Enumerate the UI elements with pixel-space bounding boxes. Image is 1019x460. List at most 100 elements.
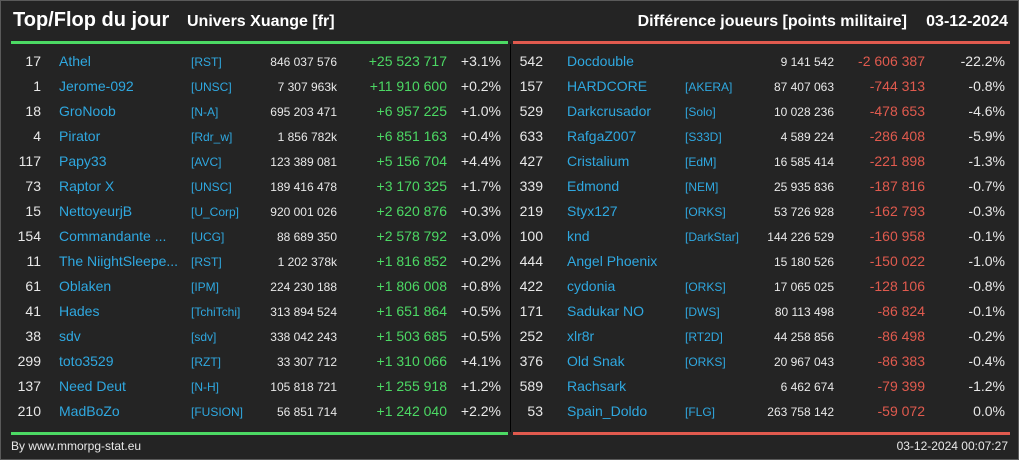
percent-change: 0.0% [973,403,1005,419]
percent-change: -0.3% [968,203,1005,219]
alliance-tag-link[interactable]: [UCG] [191,230,225,244]
alliance-tag-link[interactable]: [ORKS] [685,205,726,219]
player-name-link[interactable]: Angel Phoenix [567,253,658,269]
percent-change: +0.3% [460,203,501,219]
points-difference: -478 653 [869,103,925,119]
player-points: 846 037 576 [270,55,337,69]
points-difference: +1 255 918 [376,378,447,394]
alliance-tag-link[interactable]: [DWS] [685,305,720,319]
percent-change: -0.1% [968,303,1005,319]
player-name-link[interactable]: Docdouble [567,53,634,69]
alliance-tag-link[interactable]: [Solo] [685,105,716,119]
player-points: 10 028 236 [773,105,834,119]
player-name-link[interactable]: Darkcrusador [567,103,652,119]
player-name-link[interactable]: The NiightSleepe... [59,253,179,269]
player-name-link[interactable]: Pirator [59,128,101,144]
table-row: 100 knd [DarkStar] 144 226 529 -160 958 -0.1% [513,224,1010,249]
alliance-tag-link[interactable]: [DarkStar] [685,230,740,244]
player-name-link[interactable]: NettoyeurjB [59,203,133,219]
alliance-tag-link[interactable]: [IPM] [191,280,220,294]
alliance-tag-link[interactable]: [RST] [191,55,222,69]
percent-change: +1.2% [460,378,501,394]
alliance-tag-link[interactable]: [TchiTchi] [191,305,241,319]
player-name-link[interactable]: Old Snak [567,353,625,369]
alliance-tag-link[interactable]: [ORKS] [685,355,726,369]
percent-change: +2.2% [460,403,501,419]
player-points: 88 689 350 [276,230,337,244]
alliance-tag-link[interactable]: [S33D] [685,130,722,144]
points-difference: -86 383 [877,353,925,369]
alliance-tag-link[interactable]: [Rdr_w] [191,130,233,144]
player-name-link[interactable]: GroNoob [59,103,116,119]
alliance-tag-link[interactable]: [ORKS] [685,280,726,294]
alliance-tag-link[interactable]: [N-A] [191,105,219,119]
player-points: 189 416 478 [270,180,337,194]
player-name-link[interactable]: Raptor X [59,178,115,194]
alliance-tag-link[interactable]: [UNSC] [191,180,232,194]
player-name-link[interactable]: Oblaken [59,278,112,294]
player-name-link[interactable]: Commandante ... [59,228,167,244]
player-rank: 299 [17,353,41,369]
alliance-tag-link[interactable]: [RZT] [191,355,221,369]
player-rank: 210 [17,403,41,419]
alliance-tag-link[interactable]: [sdv] [191,330,217,344]
player-rank: 422 [519,278,543,294]
alliance-tag-link[interactable]: [FLG] [685,405,716,419]
player-name-link[interactable]: Papy33 [59,153,107,169]
percent-change: -0.2% [968,328,1005,344]
player-points: 1 856 782k [277,130,337,144]
points-difference: -160 958 [869,228,925,244]
player-points: 224 230 188 [270,280,337,294]
player-points: 338 042 243 [270,330,337,344]
player-name-link[interactable]: knd [567,228,590,244]
points-difference: +1 651 864 [376,303,447,319]
player-name-link[interactable]: xlr8r [567,328,595,344]
alliance-tag-link[interactable]: [AVC] [191,155,222,169]
player-name-link[interactable]: Rachsark [567,378,627,394]
percent-change: +3.0% [460,228,501,244]
table-row: 137 Need Deut [N-H] 105 818 721 +1 255 918 +1… [11,374,508,399]
player-name-link[interactable]: Spain_Doldo [567,403,648,419]
alliance-tag-link[interactable]: [RT2D] [685,330,723,344]
alliance-tag-link[interactable]: [EdM] [685,155,717,169]
table-row: 427 Cristalium [EdM] 16 585 414 -221 898 -1.3… [513,149,1010,174]
alliance-tag-link[interactable]: [N-H] [191,380,219,394]
percent-change: -1.2% [968,378,1005,394]
player-name-link[interactable]: RafgaZ007 [567,128,637,144]
player-name-link[interactable]: toto3529 [59,353,114,369]
player-name-link[interactable]: Athel [59,53,91,69]
percent-change: +0.4% [460,128,501,144]
alliance-tag-link[interactable]: [RST] [191,255,222,269]
player-name-link[interactable]: MadBoZo [59,403,120,419]
top-players-list: 17 Athel [RST] 846 037 576 +25 523 717 +3.1% 1… [11,49,508,424]
flop-accent-bar-bottom [513,432,1010,435]
player-name-link[interactable]: Sadukar NO [567,303,645,319]
difference-label: Différence joueurs [points militaire] [637,13,907,30]
alliance-tag-link[interactable]: [UNSC] [191,80,232,94]
table-row: 444 Angel Phoenix 15 180 526 -150 022 -1.0% [513,249,1010,274]
player-name-link[interactable]: Jerome-092 [59,78,134,94]
alliance-tag-link[interactable]: [U_Corp] [191,205,240,219]
alliance-tag-link[interactable]: [NEM] [685,180,719,194]
player-name-link[interactable]: Need Deut [59,378,126,394]
points-difference: -79 399 [877,378,925,394]
points-difference: -59 072 [877,403,925,419]
table-row: 542 Docdouble 9 141 542 -2 606 387 -22.2% [513,49,1010,74]
player-name-link[interactable]: sdv [59,328,81,344]
points-difference: -86 824 [877,303,925,319]
player-name-link[interactable]: Hades [59,303,100,319]
player-name-link[interactable]: Edmond [567,178,620,194]
points-difference: +2 578 792 [376,228,447,244]
alliance-tag-link[interactable]: [AKERA] [685,80,733,94]
points-difference: -286 408 [869,128,925,144]
points-difference: +6 851 163 [376,128,447,144]
player-rank: 11 [26,253,41,269]
player-points: 20 967 043 [773,355,834,369]
player-points: 56 851 714 [276,405,337,419]
player-name-link[interactable]: Styx127 [567,203,618,219]
alliance-tag-link[interactable]: [FUSION] [191,405,244,419]
player-name-link[interactable]: cydonia [567,278,616,294]
percent-change: +0.2% [460,78,501,94]
player-name-link[interactable]: Cristalium [567,153,630,169]
player-name-link[interactable]: HARDCORE [567,78,648,94]
